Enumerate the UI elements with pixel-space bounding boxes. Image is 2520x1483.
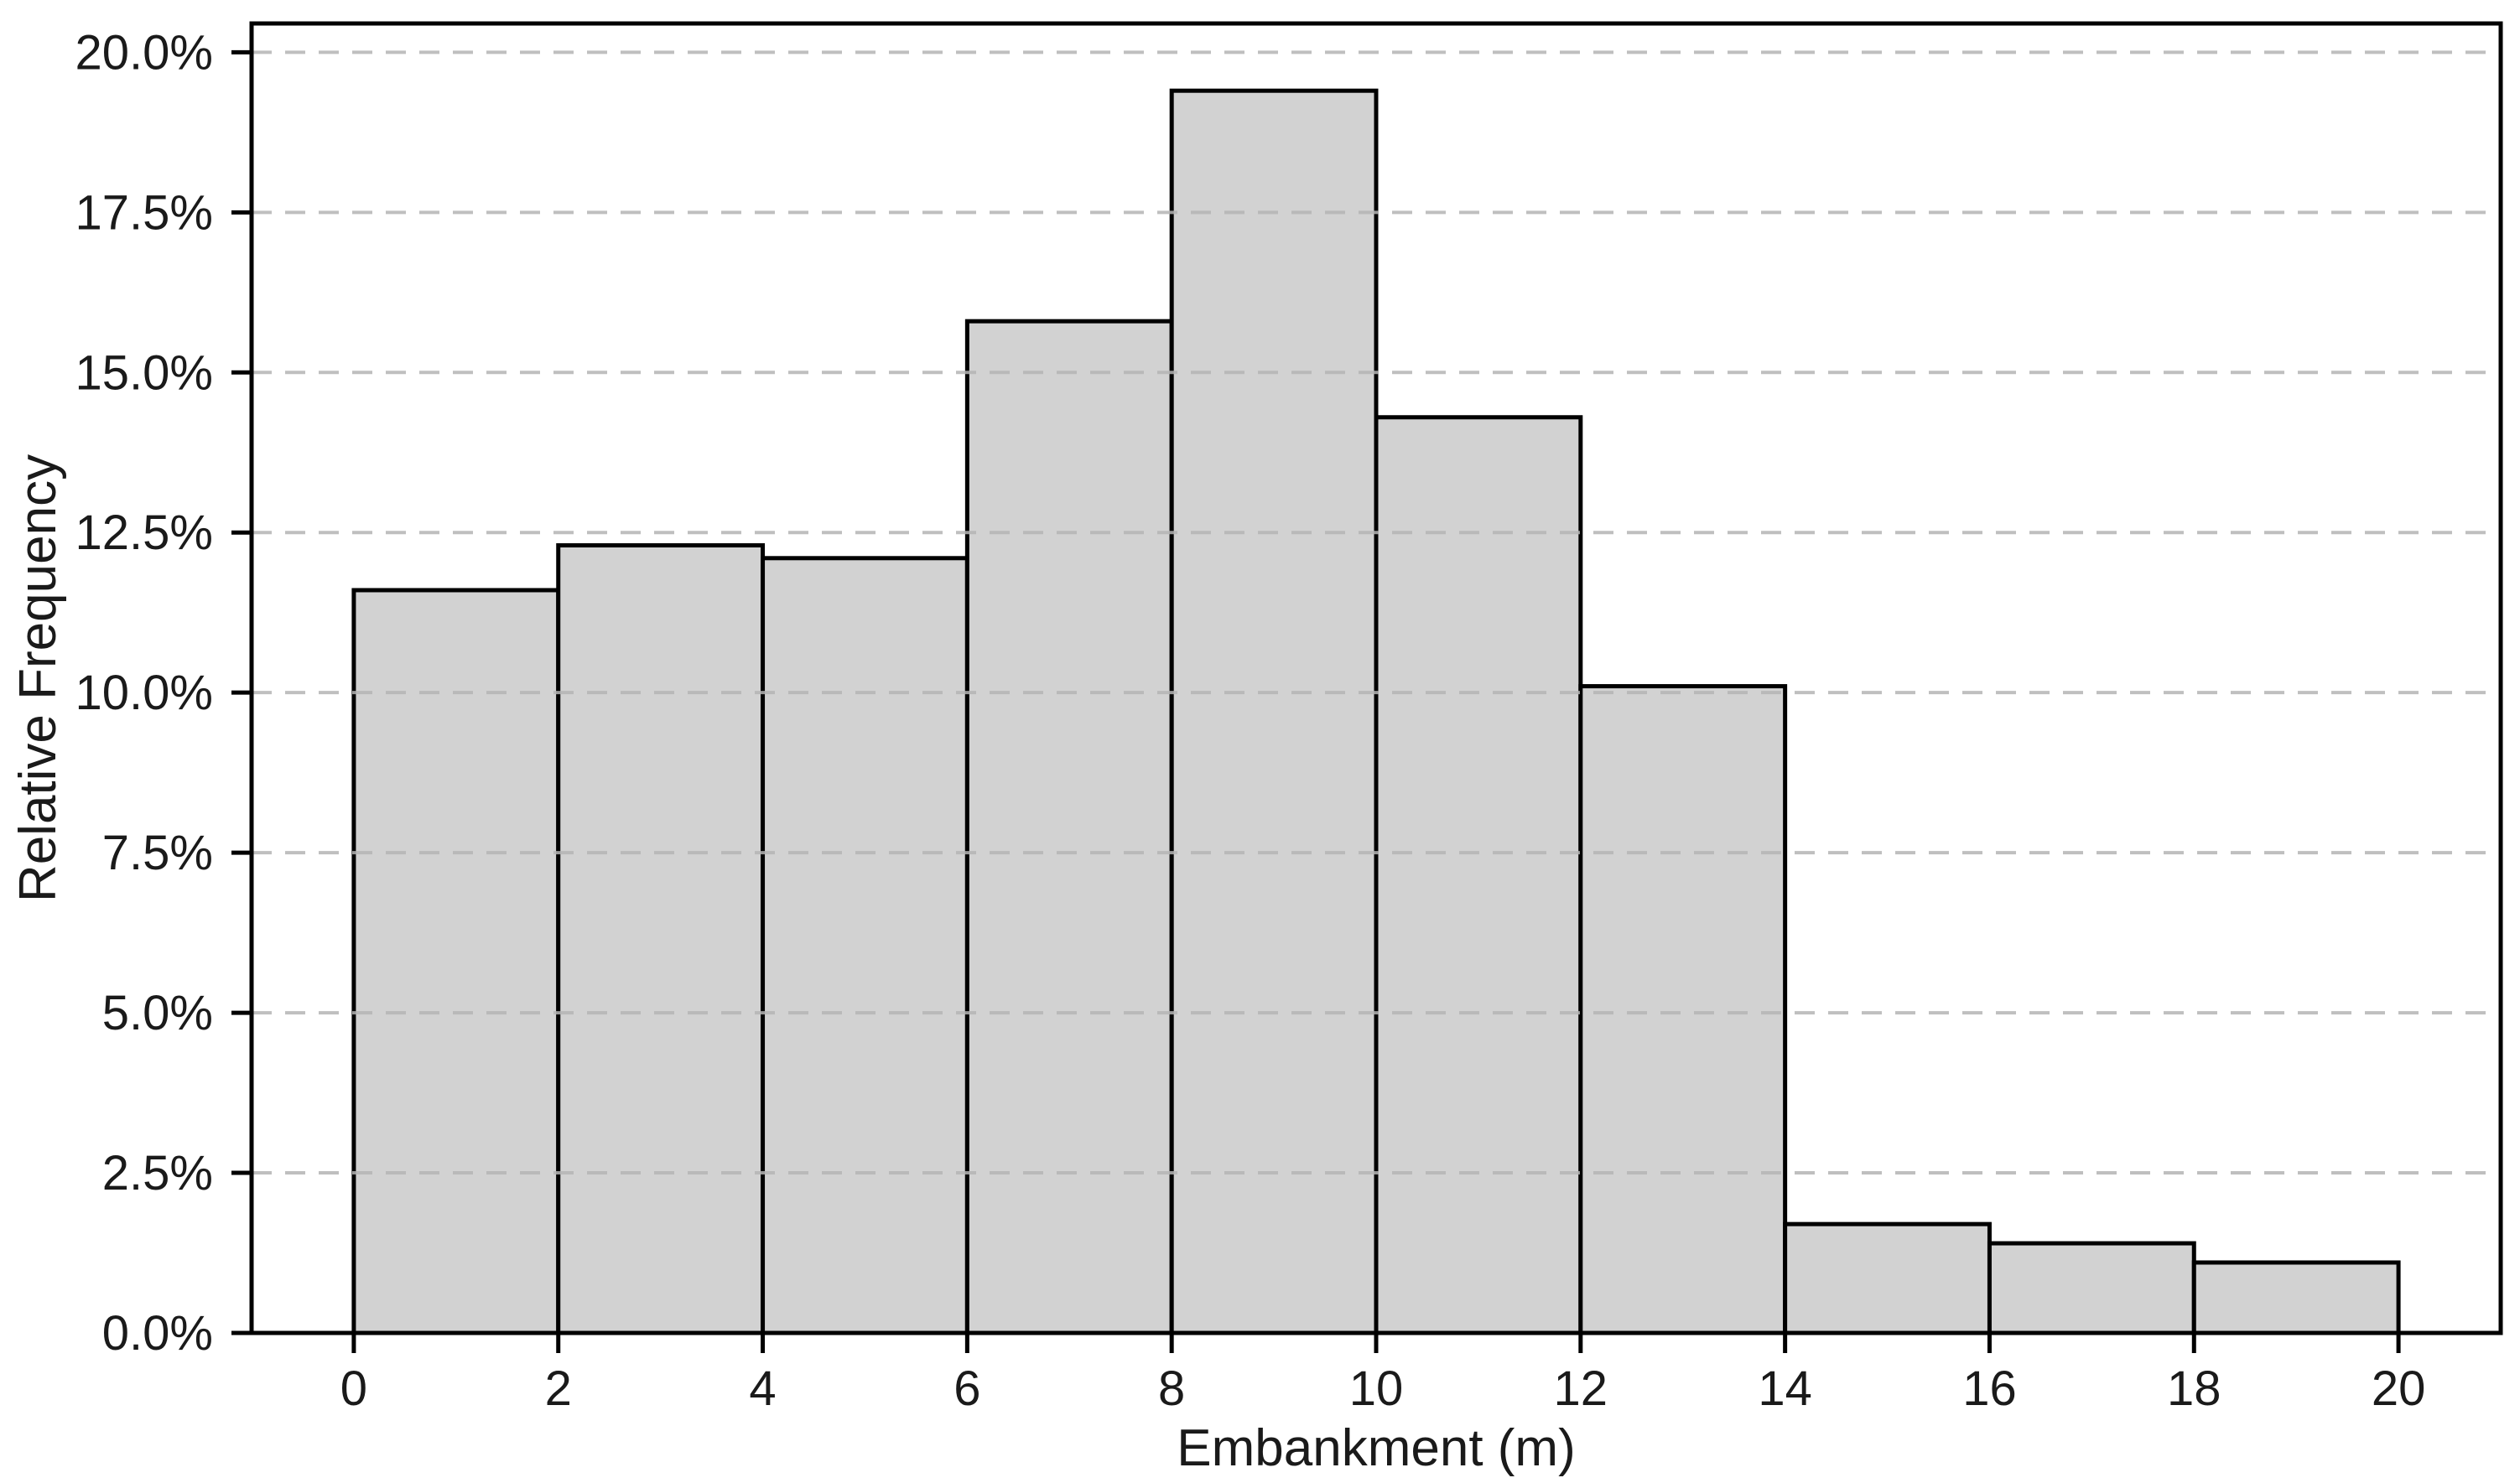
y-tick-label: 7.5%: [102, 826, 213, 880]
x-tick-label: 20: [2372, 1361, 2426, 1416]
y-tick-label: 20.0%: [75, 25, 213, 80]
histogram-bar: [351, 588, 561, 1335]
x-tick-label: 0: [340, 1361, 367, 1416]
plot-area: 0.0% 2.5% 5.0% 7.5% 10.0% 12.5% 15.0% 17.5% 20.0…: [75, 21, 2503, 1416]
histogram-bar: [1578, 684, 1788, 1335]
histogram-bar: [556, 543, 766, 1335]
x-tick-label: 6: [953, 1361, 980, 1416]
x-tick-label: 8: [1158, 1361, 1185, 1416]
x-tick-label: 16: [1962, 1361, 2017, 1416]
x-axis-title: Embankment (m): [1177, 1419, 1575, 1477]
y-tick-label: 12.5%: [75, 506, 213, 560]
y-tick-label: 17.5%: [75, 185, 213, 240]
histogram-bar: [1987, 1241, 2196, 1335]
histogram-bar: [1783, 1221, 1992, 1335]
histogram-bar: [964, 319, 1174, 1335]
y-tick-label: 0.0%: [102, 1306, 213, 1361]
x-tick-label: 2: [545, 1361, 572, 1416]
x-tick-label: 10: [1349, 1361, 1404, 1416]
y-tick-label: 15.0%: [75, 345, 213, 400]
x-tick-label: 4: [749, 1361, 776, 1416]
y-tick-label: 2.5%: [102, 1146, 213, 1200]
histogram-bar: [1169, 88, 1379, 1335]
x-tick-label: 14: [1758, 1361, 1812, 1416]
histogram-bar: [2191, 1260, 2401, 1335]
histogram-bar: [1374, 415, 1583, 1335]
x-tick-label: 18: [2167, 1361, 2221, 1416]
y-tick-label: 5.0%: [102, 986, 213, 1040]
y-axis-title: Relative Frequency: [9, 454, 67, 902]
histogram-bar: [761, 556, 969, 1335]
x-tick-label: 12: [1554, 1361, 1608, 1416]
y-tick-label: 10.0%: [75, 666, 213, 720]
